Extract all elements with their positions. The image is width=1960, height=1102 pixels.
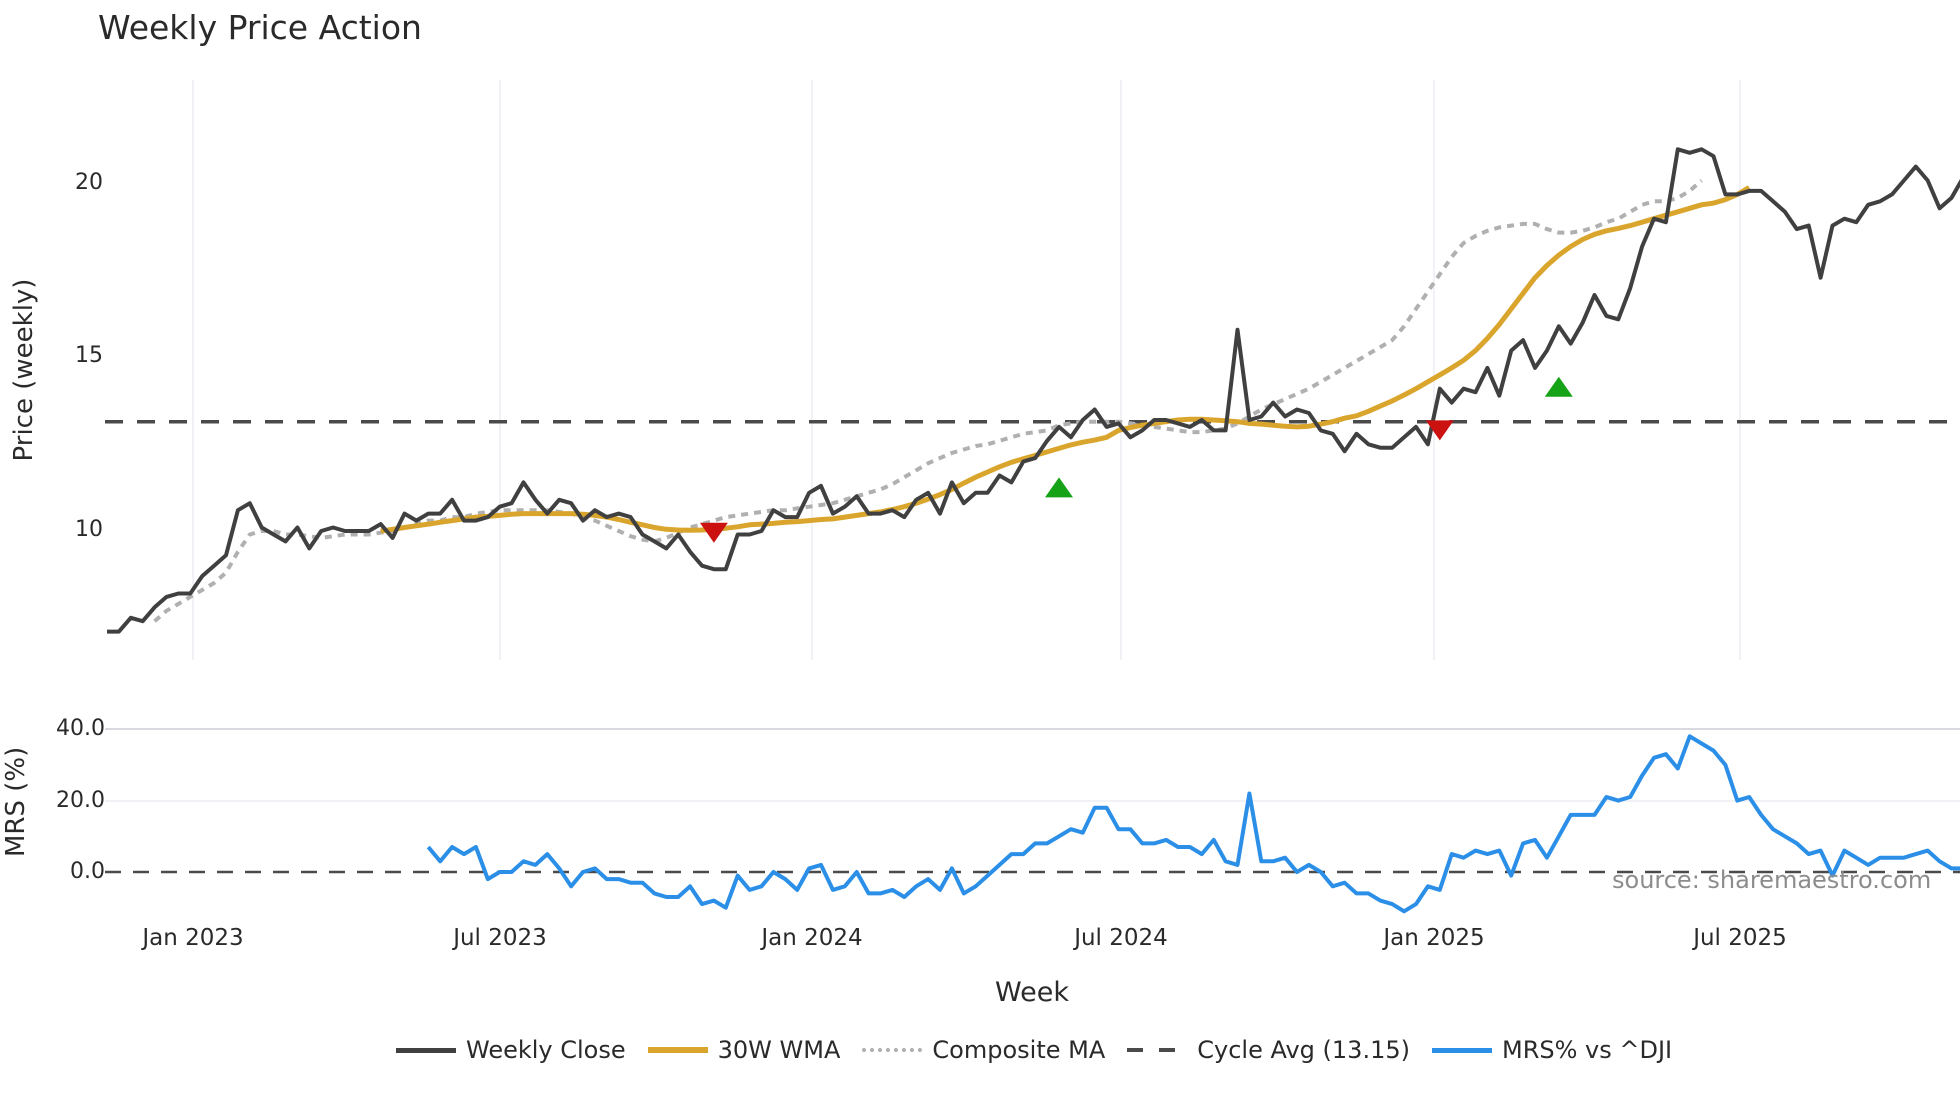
x-tick-jul-2025: Jul 2025 (1693, 925, 1787, 951)
legend: Weekly Close 30W WMA Composite MA Cycle … (396, 1036, 1672, 1064)
mrs-tick-0: 0.0 (70, 859, 105, 884)
x-tick-jan-2023: Jan 2023 (142, 925, 244, 951)
sell-signal-down-triangle-icon (1425, 420, 1454, 441)
buy-signal-up-triangle-icon (1045, 477, 1073, 498)
x-tick-jan-2024: Jan 2024 (761, 925, 863, 951)
composite-ma-line (153, 178, 1703, 623)
mrs-line (426, 734, 1960, 914)
chart-title: Weekly Price Action (98, 8, 422, 47)
x-tick-jul-2023: Jul 2023 (453, 925, 547, 951)
legend-item-weekly-close[interactable]: Weekly Close (396, 1036, 626, 1064)
sell-signal-down-triangle-icon (699, 522, 728, 543)
x-tick-jul-2024: Jul 2024 (1074, 925, 1168, 951)
legend-label: MRS% vs ^DJI (1501, 1036, 1673, 1064)
legend-item-30w-wma[interactable]: 30W WMA (647, 1036, 841, 1064)
price-tick-15: 15 (75, 343, 103, 368)
legend-item-mrs[interactable]: MRS% vs ^DJI (1431, 1036, 1673, 1064)
legend-label: Composite MA (932, 1036, 1106, 1064)
legend-swatch-dashed-icon (1127, 1048, 1188, 1052)
legend-swatch-solid-icon (396, 1047, 456, 1053)
wma-line (380, 185, 1751, 534)
legend-item-cycle-avg[interactable]: Cycle Avg (13.15) (1127, 1036, 1410, 1064)
weekly-close-line (107, 147, 1960, 634)
legend-swatch-dotted-icon (862, 1048, 923, 1052)
source-watermark: source: sharemaestro.com (1612, 866, 1932, 894)
buy-signal-up-triangle-icon (1544, 376, 1573, 397)
price-tick-10: 10 (75, 517, 103, 542)
legend-label: Cycle Avg (13.15) (1197, 1036, 1410, 1064)
legend-label: Weekly Close (466, 1036, 626, 1064)
mrs-tick-40: 40.0 (56, 716, 105, 741)
x-tick-jan-2025: Jan 2025 (1383, 925, 1485, 951)
price-tick-20: 20 (75, 170, 103, 195)
legend-label: 30W WMA (717, 1036, 841, 1064)
mrs-tick-20: 20.0 (56, 788, 105, 813)
x-axis-title: Week (995, 977, 1069, 1008)
legend-swatch-solid-icon (1431, 1047, 1492, 1053)
price-axis-title: Price (weekly) (9, 278, 39, 462)
legend-item-composite-ma[interactable]: Composite MA (862, 1036, 1105, 1064)
legend-swatch-solid-icon (647, 1047, 708, 1053)
